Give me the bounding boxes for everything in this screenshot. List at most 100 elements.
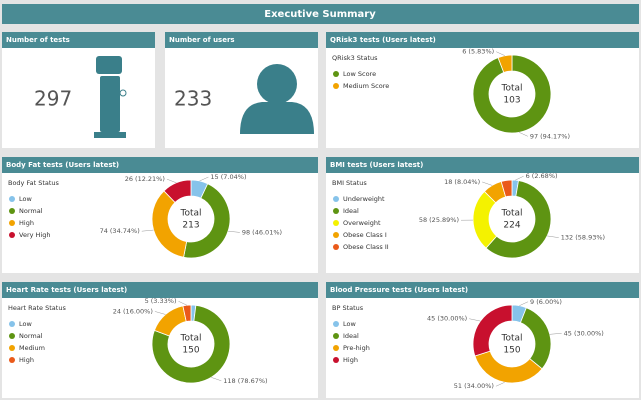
leader-line xyxy=(154,311,166,315)
leader-line xyxy=(166,178,177,184)
legend-title: BP Status xyxy=(332,304,364,312)
legend-label: Obese Class II xyxy=(343,243,389,251)
donut-segment xyxy=(182,304,192,322)
legend-swatch xyxy=(333,345,339,351)
legend-swatch xyxy=(9,321,15,327)
data-label: 6 (5.83%) xyxy=(462,48,494,56)
legend-label: Normal xyxy=(19,332,43,340)
data-label: 97 (94.17%) xyxy=(530,132,570,140)
legend-swatch xyxy=(9,345,15,351)
leader-line xyxy=(469,318,481,322)
data-label: 98 (46.01%) xyxy=(242,228,282,236)
data-label: 5 (3.33%) xyxy=(145,297,177,305)
legend-label: High xyxy=(19,356,34,364)
legend-swatch xyxy=(9,232,15,238)
data-label: 118 (78.67%) xyxy=(223,377,267,385)
legend-swatch xyxy=(333,196,339,202)
legend-title: QRisk3 Status xyxy=(332,54,378,62)
total-value: 213 xyxy=(182,221,199,231)
donut-segment xyxy=(485,180,552,259)
total-label: Total xyxy=(179,209,201,219)
data-label: 58 (25.89%) xyxy=(419,216,459,224)
donut-segment xyxy=(163,179,192,204)
legend-swatch xyxy=(333,71,339,77)
legend-title: BMI Status xyxy=(332,179,367,187)
total-label: Total xyxy=(179,334,201,344)
tile-title: Number of users xyxy=(169,36,235,44)
data-label: 45 (30.00%) xyxy=(427,315,467,323)
legend-swatch xyxy=(333,244,339,250)
panel-title: Heart Rate tests (Users latest) xyxy=(6,286,127,294)
total-value: 150 xyxy=(503,346,520,356)
legend-swatch xyxy=(9,196,15,202)
legend-label: Medium Score xyxy=(343,82,389,90)
legend-label: Low xyxy=(19,320,32,328)
leader-line xyxy=(178,301,188,306)
donut-segment xyxy=(472,54,552,134)
legend-label: Normal xyxy=(19,207,43,215)
data-label: 6 (2.68%) xyxy=(526,172,558,180)
panel-title: Blood Pressure tests (Users latest) xyxy=(330,286,468,294)
leader-line xyxy=(515,175,524,181)
legend-label: High xyxy=(19,219,34,227)
leader-line xyxy=(547,235,559,238)
legend-swatch xyxy=(333,220,339,226)
user-icon xyxy=(240,64,314,134)
tile xyxy=(2,32,155,148)
legend-swatch xyxy=(333,208,339,214)
data-label: 9 (6.00%) xyxy=(530,298,562,306)
donut-segment xyxy=(151,304,231,384)
total-label: Total xyxy=(500,84,522,94)
legend-label: Medium xyxy=(19,344,45,352)
legend-swatch xyxy=(333,232,339,238)
tile-title: Number of tests xyxy=(6,36,70,44)
panel-header xyxy=(326,32,639,48)
legend-label: High xyxy=(343,356,358,364)
legend-swatch xyxy=(333,357,339,363)
tile-value: 297 xyxy=(34,87,72,111)
leader-line xyxy=(549,333,562,335)
tile-header xyxy=(165,32,318,48)
donut-segment xyxy=(183,183,231,259)
legend-swatch xyxy=(9,357,15,363)
leader-line xyxy=(518,132,528,137)
panel-header xyxy=(2,282,318,298)
header-bar xyxy=(2,4,639,24)
legend-label: Very High xyxy=(19,231,50,239)
legend-swatch xyxy=(333,321,339,327)
total-value: 224 xyxy=(503,221,520,231)
panel-title: QRisk3 tests (Users latest) xyxy=(330,36,436,44)
donut-segment xyxy=(500,179,513,198)
legend-label: Underweight xyxy=(343,195,385,203)
panel-header xyxy=(326,157,639,173)
total-label: Total xyxy=(500,334,522,344)
legend-label: Overweight xyxy=(343,219,381,227)
legend-label: Obese Class I xyxy=(343,231,387,239)
panel-title: BMI tests (Users latest) xyxy=(330,161,423,169)
legend-label: Low xyxy=(343,320,356,328)
leader-line xyxy=(199,176,209,182)
legend-title: Body Fat Status xyxy=(8,179,60,187)
legend-swatch xyxy=(333,83,339,89)
legend-title: Heart Rate Status xyxy=(8,304,66,312)
legend-swatch xyxy=(9,333,15,339)
data-label: 24 (16.00%) xyxy=(113,307,153,315)
leader-line xyxy=(482,181,493,186)
donut-segment xyxy=(497,54,513,74)
panel-header xyxy=(2,157,318,173)
leader-line xyxy=(519,301,529,306)
legend-label: Low xyxy=(19,195,32,203)
data-label: 15 (7.04%) xyxy=(210,173,246,181)
data-label: 74 (34.74%) xyxy=(100,227,140,235)
leader-line xyxy=(496,51,506,56)
total-label: Total xyxy=(500,209,522,219)
leader-line xyxy=(495,382,505,387)
panel-title: Body Fat tests (Users latest) xyxy=(6,161,119,169)
panel-header xyxy=(326,282,639,298)
total-value: 103 xyxy=(503,96,520,106)
data-label: 51 (34.00%) xyxy=(454,382,494,390)
donut-segment xyxy=(472,304,513,357)
leader-line xyxy=(211,377,222,382)
legend-swatch xyxy=(9,220,15,226)
